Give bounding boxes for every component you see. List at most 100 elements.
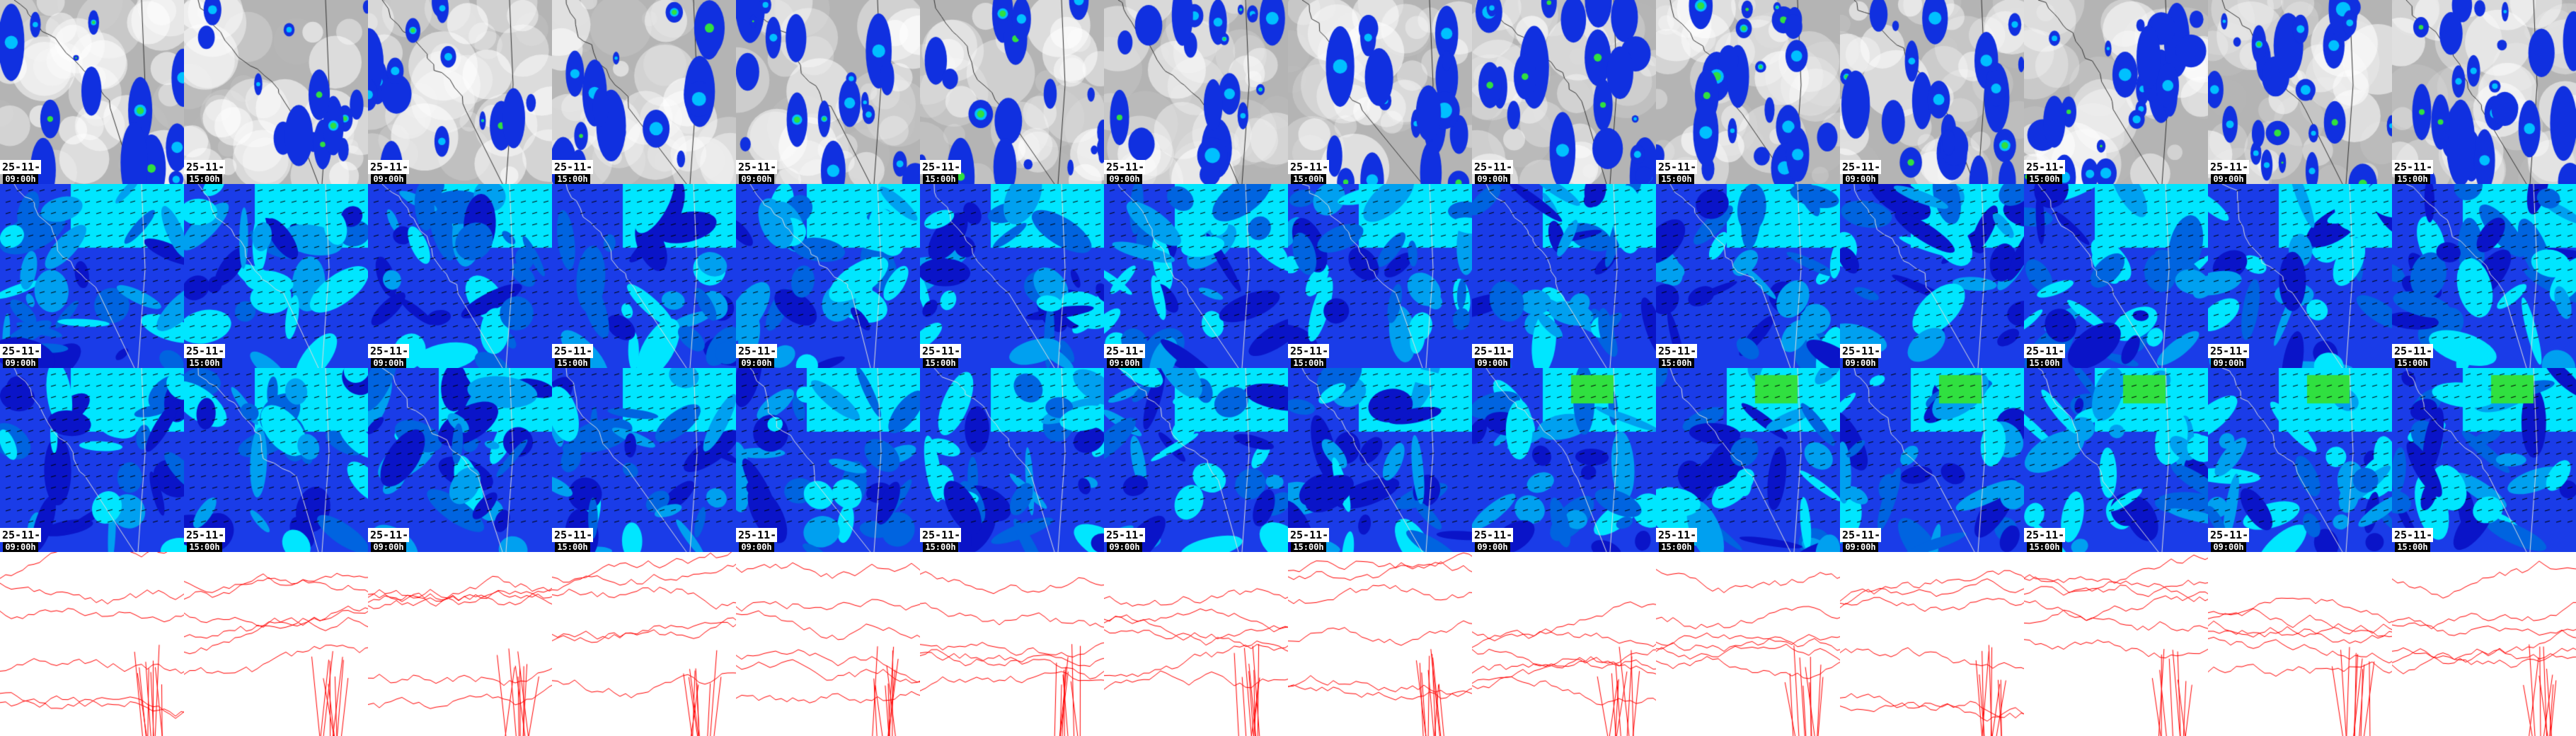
date-label: 25-11-06 [368, 344, 409, 358]
time-label: 09:00h [1107, 174, 1142, 184]
map-image [552, 0, 736, 184]
time-label: 09:00h [3, 542, 38, 552]
time-label: 09:00h [3, 358, 38, 368]
wind-field-a-tile: 25-11-1115:00h [2392, 184, 2576, 368]
time-label: 15:00h [923, 174, 958, 184]
map-image [184, 184, 368, 368]
map-image [368, 368, 552, 552]
pressure-contours-tile [184, 552, 368, 736]
date-label: 25-11-11 [2392, 160, 2433, 174]
time-label: 09:00h [1843, 358, 1878, 368]
date-label: 25-11-09 [1656, 528, 1697, 542]
map-image [1288, 368, 1472, 552]
map-image [0, 368, 184, 552]
wind-field-b-tile: 25-11-0615:00h [552, 368, 736, 552]
date-label: 25-11-08 [1288, 344, 1329, 358]
time-label: 09:00h [371, 542, 406, 552]
time-label: 15:00h [555, 174, 590, 184]
date-label: 25-11-10 [1840, 160, 1881, 174]
date-label: 25-11-05 [184, 160, 225, 174]
date-label: 25-11-06 [552, 160, 593, 174]
time-label: 09:00h [2211, 542, 2246, 552]
map-image [2024, 552, 2208, 736]
map-image [920, 184, 1104, 368]
map-image [2024, 368, 2208, 552]
map-image [736, 0, 920, 184]
date-label: 25-11-11 [2392, 344, 2433, 358]
wind-field-a-tile: 25-11-0609:00h [368, 184, 552, 368]
satellite-precipitation-tile: 25-11-0909:00h [1472, 0, 1656, 184]
map-image [736, 184, 920, 368]
map-image [2392, 368, 2576, 552]
map-image [368, 552, 552, 736]
map-image [1104, 368, 1288, 552]
wind-field-b-tile: 25-11-1009:00h [1840, 368, 2024, 552]
satellite-precipitation-tile: 25-11-1015:00h [2024, 0, 2208, 184]
satellite-precipitation-tile: 25-11-0915:00h [1656, 0, 1840, 184]
time-label: 15:00h [1291, 358, 1326, 368]
date-label: 25-11-11 [2208, 344, 2249, 358]
date-label: 25-11-11 [2392, 528, 2433, 542]
date-label: 25-11-07 [736, 344, 777, 358]
time-label: 15:00h [2395, 358, 2430, 368]
wind-field-b-tile: 25-11-1109:00h [2208, 368, 2392, 552]
satellite-precipitation-tile: 25-11-0615:00h [552, 0, 736, 184]
time-label: 15:00h [1291, 174, 1326, 184]
date-label: 25-11-09 [1656, 344, 1697, 358]
time-label: 09:00h [739, 358, 774, 368]
time-label: 15:00h [923, 358, 958, 368]
time-label: 15:00h [187, 174, 222, 184]
date-label: 25-11-10 [1840, 344, 1881, 358]
time-label: 15:00h [1659, 542, 1694, 552]
time-label: 09:00h [1475, 542, 1510, 552]
satellite-precipitation-tile: 25-11-0709:00h [736, 0, 920, 184]
map-image [1288, 0, 1472, 184]
map-image [2024, 184, 2208, 368]
time-label: 15:00h [2395, 174, 2430, 184]
map-image [1656, 184, 1840, 368]
date-label: 25-11-08 [1104, 528, 1145, 542]
map-image [552, 368, 736, 552]
time-label: 15:00h [2027, 358, 2062, 368]
time-label: 09:00h [3, 174, 38, 184]
date-label: 25-11-10 [2024, 160, 2065, 174]
time-label: 09:00h [371, 174, 406, 184]
pressure-contours-tile [368, 552, 552, 736]
time-label: 15:00h [555, 358, 590, 368]
wind-field-a-tile: 25-11-0915:00h [1656, 184, 1840, 368]
wind-field-b-tile: 25-11-1115:00h [2392, 368, 2576, 552]
time-label: 09:00h [1475, 174, 1510, 184]
pressure-contours-tile [2392, 552, 2576, 736]
map-image [1472, 368, 1656, 552]
date-label: 25-11-07 [920, 528, 961, 542]
date-label: 25-11-05 [184, 344, 225, 358]
time-label: 09:00h [1843, 174, 1878, 184]
satellite-precipitation-tile: 25-11-0515:00h [184, 0, 368, 184]
date-label: 25-11-07 [736, 160, 777, 174]
map-image [2208, 368, 2392, 552]
map-image [1840, 0, 2024, 184]
date-label: 25-11-07 [920, 160, 961, 174]
satellite-precipitation-tile: 25-11-1109:00h [2208, 0, 2392, 184]
map-image [0, 552, 184, 736]
time-label: 15:00h [187, 542, 222, 552]
time-label: 09:00h [739, 542, 774, 552]
date-label: 25-11-09 [1472, 344, 1513, 358]
wind-field-b-tile: 25-11-0515:00h [184, 368, 368, 552]
map-image [920, 552, 1104, 736]
map-image [2208, 552, 2392, 736]
map-image [1472, 0, 1656, 184]
map-image [1104, 184, 1288, 368]
time-label: 09:00h [371, 358, 406, 368]
map-image [1472, 552, 1656, 736]
map-image [2392, 0, 2576, 184]
wind-field-b-tile: 25-11-0915:00h [1656, 368, 1840, 552]
date-label: 25-11-05 [0, 160, 41, 174]
date-label: 25-11-06 [368, 160, 409, 174]
time-label: 15:00h [1659, 358, 1694, 368]
time-label: 15:00h [923, 542, 958, 552]
wind-field-b-tile: 25-11-0509:00h [0, 368, 184, 552]
date-label: 25-11-11 [2208, 160, 2249, 174]
wind-field-a-tile: 25-11-0809:00h [1104, 184, 1288, 368]
